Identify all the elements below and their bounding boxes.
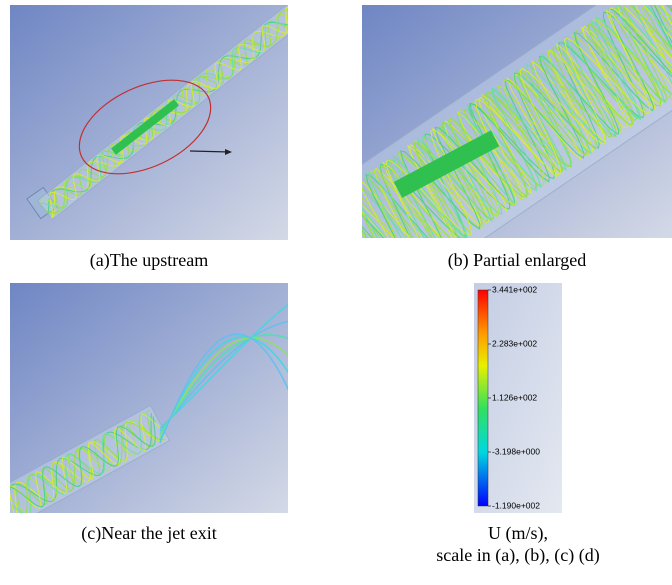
caption: (b) Partial enlarged: [362, 250, 672, 271]
caption: (a)The upstream: [10, 250, 288, 271]
panel-b-image: [362, 5, 672, 238]
legend-caption: scale in (a), (b), (c) (d): [398, 545, 638, 566]
panel-c-image: [10, 283, 288, 513]
figure: (a)The upstream (b) Partial enlarged (c)…: [0, 0, 672, 585]
colorbar-label: 3.441e+002: [492, 284, 537, 294]
colorbar-label: 1.126e+002: [492, 392, 537, 402]
color-scale: [478, 290, 488, 506]
colorbar-label: 2.283e+002: [492, 338, 537, 348]
legend-caption: U (m/s),: [418, 523, 618, 544]
colorbar-label: -3.198e+000: [492, 446, 540, 456]
caption: (c)Near the jet exit: [10, 523, 288, 544]
colorbar-image: 3.441e+002 2.283e+002 1.126e+002 -3.198e+00…: [474, 283, 562, 513]
colorbar-label: -1.190e+002: [492, 500, 540, 510]
panel-a-image: [10, 5, 288, 240]
